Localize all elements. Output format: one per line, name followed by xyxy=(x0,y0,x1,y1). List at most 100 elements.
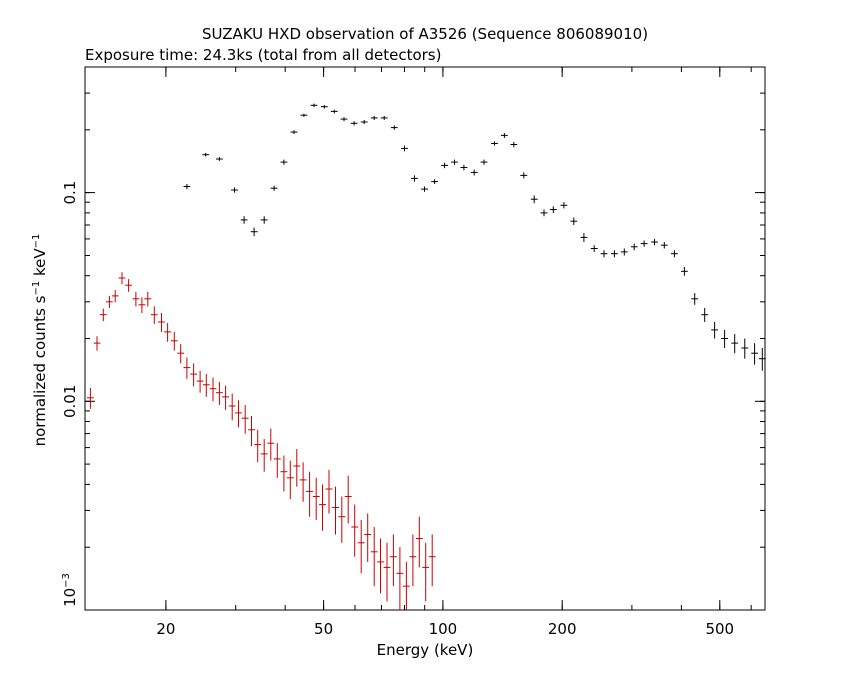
data-point xyxy=(293,449,301,487)
data-point xyxy=(158,313,165,332)
data-point xyxy=(99,308,107,322)
data-point xyxy=(248,416,255,447)
data-point xyxy=(332,486,339,535)
data-point xyxy=(196,370,204,393)
data-point xyxy=(470,169,478,176)
data-point xyxy=(177,344,185,364)
x-tick-label: 100 xyxy=(429,620,458,638)
data-point xyxy=(350,121,358,126)
data-point xyxy=(132,291,140,307)
data-point xyxy=(118,272,126,284)
data-point xyxy=(270,185,278,191)
y-tick-label: 0.01 xyxy=(61,385,79,418)
data-point xyxy=(751,343,758,365)
data-point xyxy=(409,534,417,587)
data-point xyxy=(560,202,568,209)
data-point xyxy=(380,116,388,120)
data-point xyxy=(441,162,448,169)
data-point xyxy=(319,484,326,531)
data-point xyxy=(390,125,398,130)
data-point xyxy=(170,331,178,351)
data-point xyxy=(415,516,423,568)
data-point xyxy=(340,117,348,122)
data-point xyxy=(364,513,372,562)
data-point xyxy=(721,329,728,348)
data-point xyxy=(190,363,197,387)
y-axis: 10−3 0.01 0.1 xyxy=(61,66,765,611)
data-point xyxy=(377,538,384,594)
series-2 xyxy=(87,272,436,610)
data-point xyxy=(681,267,688,276)
data-point xyxy=(267,428,275,461)
data-point xyxy=(241,405,249,434)
data-point xyxy=(711,322,718,339)
y-axis-label-mid: keV xyxy=(31,248,49,281)
data-point xyxy=(520,172,528,179)
data-point xyxy=(330,109,338,114)
data-point xyxy=(422,542,430,602)
data-point xyxy=(540,209,548,217)
data-point xyxy=(286,460,294,500)
data-point xyxy=(501,133,508,138)
data-point xyxy=(383,542,391,602)
data-point xyxy=(731,334,739,354)
x-axis: 20 50 100 200 500 xyxy=(156,67,752,638)
data-point xyxy=(428,534,436,587)
data-point xyxy=(651,238,658,246)
data-point xyxy=(222,385,229,410)
x-tick-label: 500 xyxy=(705,620,734,638)
data-point xyxy=(240,216,248,224)
data-point xyxy=(338,496,346,543)
data-point xyxy=(580,233,588,242)
data-point xyxy=(105,295,113,308)
data-point xyxy=(202,152,210,157)
data-point xyxy=(306,471,313,517)
data-point xyxy=(299,462,307,502)
data-point xyxy=(491,141,498,146)
data-point xyxy=(758,348,766,371)
data-point xyxy=(351,504,359,557)
y-axis-label-main: normalized counts s xyxy=(31,295,49,446)
y-tick-label: 10−3 xyxy=(61,573,79,607)
data-series xyxy=(87,103,766,610)
data-point xyxy=(411,175,418,182)
data-point xyxy=(290,130,298,134)
data-point xyxy=(403,561,410,610)
data-point xyxy=(235,400,242,428)
data-point xyxy=(701,308,709,322)
y-axis-label: normalized counts s−1 keV−1 xyxy=(31,234,49,447)
data-point xyxy=(590,245,598,252)
data-point xyxy=(611,250,618,258)
plot-frame xyxy=(84,66,766,611)
data-point xyxy=(630,243,638,251)
data-point xyxy=(370,116,378,120)
y-tick-label-base: 10 xyxy=(61,588,79,607)
data-point xyxy=(460,164,468,171)
data-point xyxy=(228,393,236,421)
data-point xyxy=(660,242,668,249)
data-point xyxy=(87,387,94,409)
data-point xyxy=(344,475,352,524)
data-point xyxy=(93,336,101,351)
data-point xyxy=(183,184,191,190)
y-tick-label-exp: −3 xyxy=(61,573,72,588)
series-1 xyxy=(183,103,766,371)
data-point xyxy=(280,159,288,165)
data-point xyxy=(451,159,458,165)
data-point xyxy=(280,455,288,492)
x-tick-label: 20 xyxy=(156,620,175,638)
data-point xyxy=(549,206,557,213)
chart-subtitle: Exposure time: 24.3ks (total from all de… xyxy=(85,46,441,64)
data-point xyxy=(741,338,749,359)
data-point xyxy=(421,186,428,192)
data-point xyxy=(480,159,488,165)
data-point xyxy=(389,534,397,587)
data-point xyxy=(401,145,408,152)
data-point xyxy=(312,477,320,520)
data-point xyxy=(325,469,333,514)
data-point xyxy=(320,105,328,109)
data-point xyxy=(570,217,578,225)
data-point xyxy=(691,293,699,305)
data-point xyxy=(273,443,281,478)
